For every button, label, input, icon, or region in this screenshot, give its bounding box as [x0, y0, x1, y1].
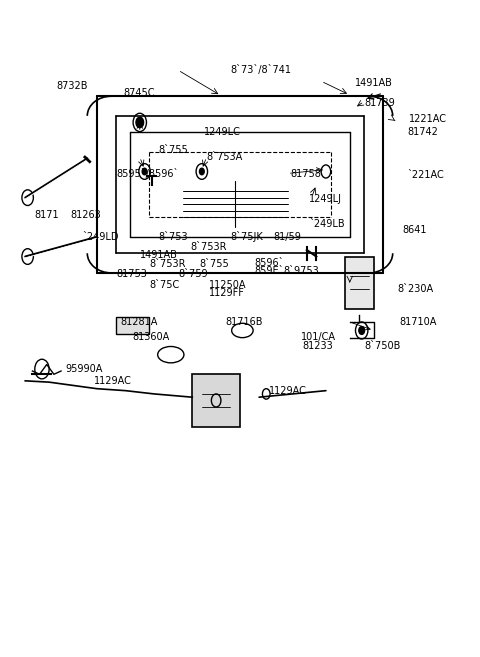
Ellipse shape [232, 323, 253, 338]
Text: 11250A: 11250A [209, 281, 247, 290]
Text: 8`755: 8`755 [159, 145, 189, 155]
Text: 1129AC: 1129AC [269, 386, 307, 396]
Text: 81710A: 81710A [400, 317, 437, 327]
Text: 81758: 81758 [290, 169, 321, 179]
Text: `221AC: `221AC [407, 170, 444, 180]
Text: 8641: 8641 [402, 225, 427, 235]
Text: 1221AC: 1221AC [409, 114, 447, 124]
Text: 859E`: 859E` [254, 266, 284, 276]
Text: 1129FF: 1129FF [209, 288, 245, 298]
Text: 8`753: 8`753 [159, 232, 189, 242]
Text: 8`750B: 8`750B [364, 341, 400, 351]
Text: 8`230A: 8`230A [397, 284, 433, 294]
Text: 8595`/8596`: 8595`/8596` [116, 169, 178, 179]
Text: `249LD: `249LD [83, 232, 119, 242]
Text: 8`759: 8`759 [178, 269, 207, 279]
Text: 81/59: 81/59 [274, 232, 301, 242]
Text: 81281A: 81281A [120, 317, 158, 327]
Text: 8`755: 8`755 [199, 260, 229, 269]
Text: 8745C: 8745C [123, 88, 155, 98]
Ellipse shape [157, 346, 184, 363]
Text: 1129AC: 1129AC [95, 376, 132, 386]
Circle shape [359, 327, 364, 334]
Text: 101/CA: 101/CA [300, 332, 336, 342]
Text: 1491AB: 1491AB [140, 250, 178, 260]
Text: 8`73`/8`741: 8`73`/8`741 [230, 65, 291, 75]
Text: 81263: 81263 [71, 210, 101, 220]
Text: 8596`: 8596` [254, 258, 284, 268]
Text: 1491AB: 1491AB [355, 78, 393, 88]
Text: 1249LJ: 1249LJ [309, 194, 342, 204]
Text: 8171: 8171 [35, 210, 60, 220]
Text: 95990A: 95990A [66, 364, 103, 374]
Text: 1249LC: 1249LC [204, 127, 241, 137]
Text: 8`753R: 8`753R [149, 260, 186, 269]
Text: 81233: 81233 [302, 341, 333, 351]
Bar [116, 317, 149, 334]
Text: 8732B: 8732B [56, 81, 88, 91]
Bar [192, 374, 240, 426]
Bar [345, 256, 373, 309]
Circle shape [142, 168, 147, 175]
Text: 81742: 81742 [407, 127, 438, 137]
Text: 8`753R: 8`753R [190, 242, 227, 252]
Text: 81739: 81739 [364, 98, 395, 108]
Text: `249LB: `249LB [309, 219, 345, 229]
Text: 8`753A: 8`753A [206, 152, 243, 162]
Text: 8`75JK: 8`75JK [230, 231, 263, 242]
Circle shape [199, 168, 204, 175]
Text: 81716B: 81716B [226, 317, 263, 327]
Text: 8`9753: 8`9753 [283, 266, 319, 276]
Circle shape [136, 117, 144, 127]
Text: 81753: 81753 [116, 269, 147, 279]
Text: 8`75C: 8`75C [149, 281, 180, 290]
Text: 81360A: 81360A [132, 332, 170, 342]
